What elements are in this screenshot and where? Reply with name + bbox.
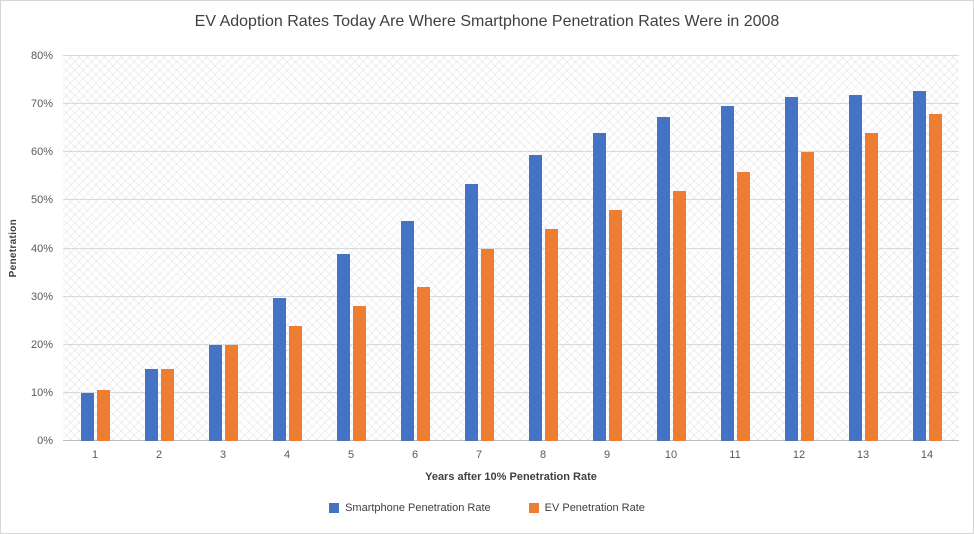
gridline	[63, 103, 959, 105]
bar-ev	[672, 190, 686, 441]
bar-smartphone	[848, 94, 862, 441]
bar-smartphone	[336, 254, 350, 441]
bar-ev	[800, 152, 814, 441]
bar-smartphone	[912, 91, 926, 441]
x-axis-title: Years after 10% Penetration Rate	[425, 471, 597, 483]
bar-smartphone	[272, 297, 286, 441]
bar-group	[63, 56, 127, 441]
y-axis-title-text: Penetration	[7, 219, 19, 278]
bar-group	[639, 56, 703, 441]
y-tick-label: 50%	[30, 194, 53, 207]
bar-smartphone	[528, 155, 542, 441]
x-tick-label: 4	[283, 449, 291, 461]
bar-group	[191, 56, 255, 441]
bar-smartphone	[464, 183, 478, 441]
bar-smartphone	[720, 106, 734, 441]
x-tick-label: 1	[91, 449, 99, 461]
x-tick-label: 8	[539, 449, 547, 461]
bar-ev	[736, 171, 750, 441]
legend-swatch-ev	[528, 503, 539, 513]
chart-title: EV Adoption Rates Today Are Where Smartp…	[194, 13, 780, 30]
bar-smartphone	[144, 368, 158, 441]
legend-item-ev: EV Penetration Rate	[528, 502, 645, 514]
y-tick-label: 20%	[30, 338, 53, 351]
gridline	[63, 295, 959, 297]
x-tick-label: 14	[920, 449, 934, 461]
x-tick-label: 11	[729, 449, 741, 461]
gridline	[63, 55, 959, 56]
bar-smartphone	[400, 221, 414, 441]
bar-group	[575, 56, 639, 441]
bar-smartphone	[784, 97, 798, 441]
x-tick-label: 7	[475, 449, 483, 461]
bar-group	[255, 56, 319, 441]
bar-ev	[160, 368, 174, 441]
gridline	[63, 247, 959, 249]
bar-ev	[928, 113, 942, 441]
bar-ev	[288, 325, 302, 441]
x-tick-label: 2	[155, 449, 163, 461]
y-tick-label: 0%	[37, 435, 53, 447]
bar-group	[319, 56, 383, 441]
y-tick-label: 60%	[30, 146, 53, 159]
gridline	[63, 151, 959, 153]
bar-group	[895, 56, 959, 441]
y-tick-label: 40%	[30, 242, 53, 255]
bar-group	[511, 56, 575, 441]
gridline	[63, 199, 959, 201]
x-axis-tick-labels: 1 2 3 4 5 6 7 8 9 10 11 12 13 14	[63, 449, 959, 461]
x-tick-label: 9	[603, 449, 611, 461]
bar-ev	[544, 229, 558, 441]
bar-ev	[608, 210, 622, 441]
plot-area	[63, 55, 959, 441]
bar-ev	[224, 344, 238, 441]
bar-smartphone	[208, 344, 222, 441]
bar-smartphone	[80, 392, 94, 441]
x-tick-label: 6	[411, 449, 419, 461]
bar-group	[767, 56, 831, 441]
x-tick-label: 5	[347, 449, 355, 461]
legend-label: Smartphone Penetration Rate	[345, 502, 491, 514]
bar-ev	[480, 248, 494, 441]
bar-series-layer	[63, 56, 959, 441]
y-axis-tick-labels: 0% 10% 20% 30% 40% 50% 60% 70% 80%	[19, 50, 59, 447]
y-tick-label: 80%	[30, 50, 53, 62]
legend-swatch-smartphone	[329, 503, 340, 513]
x-tick-label: 3	[219, 449, 227, 461]
gridline	[63, 343, 959, 345]
chart-legend: Smartphone Penetration Rate EV Penetratio…	[1, 502, 973, 514]
x-axis-line	[63, 440, 959, 441]
bar-group	[703, 56, 767, 441]
bar-ev	[96, 389, 110, 441]
legend-item-smartphone: Smartphone Penetration Rate	[329, 502, 491, 514]
x-tick-label: 13	[856, 449, 870, 461]
bar-smartphone	[656, 116, 670, 441]
gridline	[63, 391, 959, 393]
bar-group	[383, 56, 447, 441]
y-tick-label: 30%	[30, 290, 53, 303]
bar-group	[447, 56, 511, 441]
y-tick-label: 70%	[30, 98, 53, 111]
bar-group	[127, 56, 191, 441]
bar-smartphone	[592, 133, 606, 441]
legend-label: EV Penetration Rate	[544, 502, 645, 514]
bar-ev	[416, 287, 430, 441]
y-tick-label: 10%	[30, 386, 53, 399]
x-tick-label: 12	[792, 449, 806, 461]
bar-ev	[352, 306, 366, 441]
bar-group	[831, 56, 895, 441]
x-tick-label: 10	[664, 449, 678, 461]
bar-ev	[864, 133, 878, 441]
